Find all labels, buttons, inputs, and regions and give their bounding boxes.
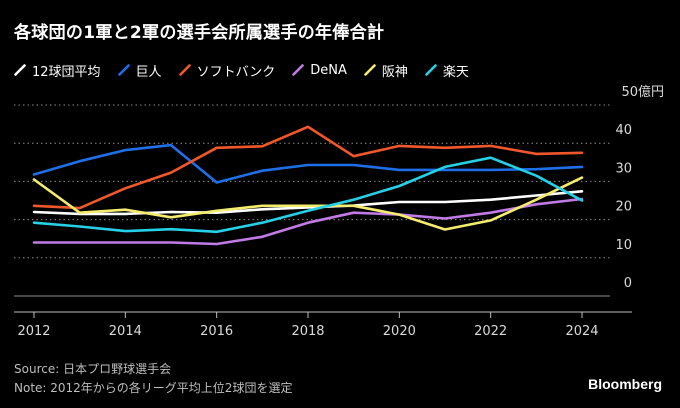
note-text: Note: 2012年からの各リーグ平均上位2球団を選定 <box>14 381 293 395</box>
legend-item-rakuten: 楽天 <box>425 61 469 80</box>
legend-item-softbank: ソフトバンク <box>178 61 276 80</box>
x-tick-label: 2014 <box>109 324 142 339</box>
legend-swatch-icon <box>14 64 26 76</box>
series-line-average <box>32 190 584 216</box>
legend-swatch-icon <box>117 64 130 76</box>
y-tick-label: 30 <box>615 161 632 176</box>
legend-swatch-icon <box>364 64 376 76</box>
series-line-hanshin <box>32 176 584 231</box>
y-tick-label: 40 <box>615 123 632 138</box>
chart-legend: 12球団平均 巨人 ソフトバンク DeNA 阪神 楽天 <box>14 60 486 80</box>
series-line-giants <box>32 143 584 184</box>
legend-item-giants: 巨人 <box>117 61 162 80</box>
legend-label: 巨人 <box>135 64 162 80</box>
legend-item-dena: DeNA <box>292 63 347 78</box>
x-tick-label: 2022 <box>474 324 507 339</box>
x-tick-label: 2016 <box>200 324 233 339</box>
series-line-softbank <box>32 125 584 210</box>
series-line-dena <box>32 197 584 246</box>
legend-item-average: 12球団平均 <box>14 61 101 80</box>
y-tick-label: 20 <box>615 200 632 215</box>
bloomberg-logo: Bloomberg <box>588 376 662 392</box>
x-tick-label: 2012 <box>17 324 50 339</box>
y-tick-label: 0 <box>624 276 632 291</box>
series-line-rakuten <box>32 156 584 234</box>
source-text: Source: 日本プロ野球選手会 <box>14 362 172 376</box>
chart-title: 各球団の1軍と2軍の選手会所属選手の年俸合計 <box>14 23 385 43</box>
x-tick-label: 2018 <box>291 324 324 339</box>
legend-swatch-icon <box>178 64 191 76</box>
x-tick-label: 2024 <box>565 324 598 339</box>
legend-swatch-icon <box>292 64 305 76</box>
y-unit-label: 50億円 <box>621 84 664 100</box>
y-tick-label: 10 <box>615 238 632 253</box>
legend-swatch-icon <box>425 64 437 76</box>
legend-label: 阪神 <box>381 64 408 80</box>
legend-item-hanshin: 阪神 <box>364 61 408 80</box>
legend-label: 楽天 <box>442 64 469 80</box>
x-tick-label: 2020 <box>383 324 416 339</box>
legend-label: 12球団平均 <box>32 64 101 80</box>
legend-label: DeNA <box>310 62 347 78</box>
legend-label: ソフトバンク <box>196 64 276 80</box>
